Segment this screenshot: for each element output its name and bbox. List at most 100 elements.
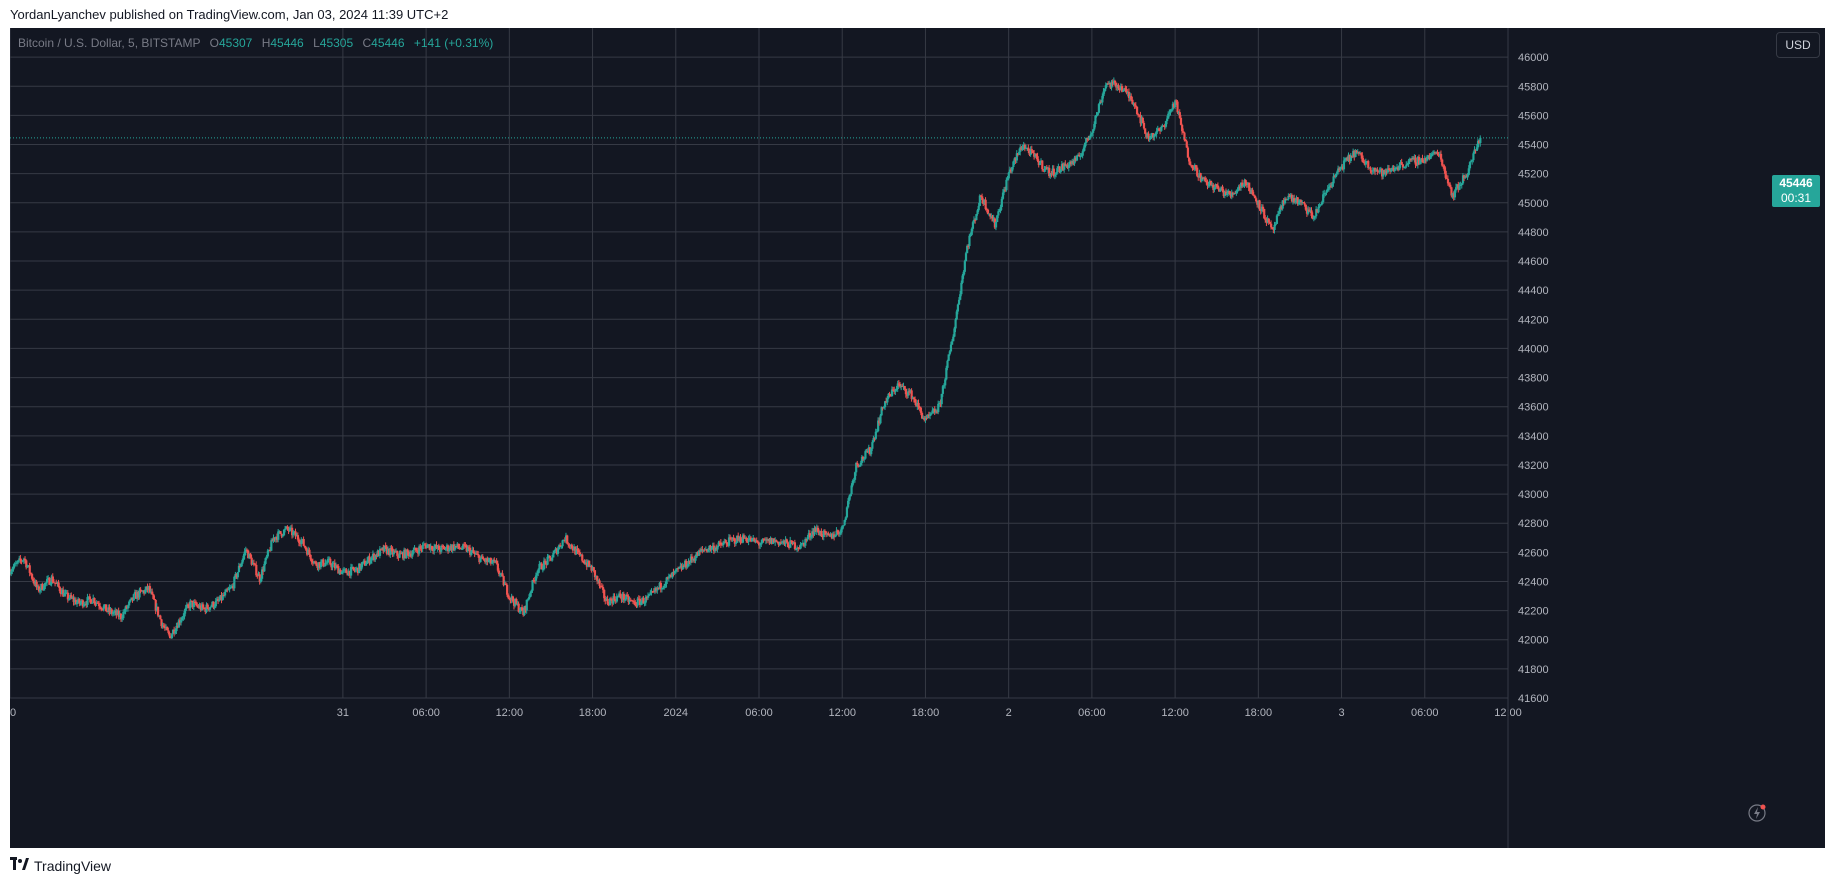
candle-body: [564, 535, 568, 541]
candle-body: [316, 565, 319, 569]
candle-body: [1162, 125, 1165, 127]
candle-body: [1224, 191, 1228, 196]
candle-body: [314, 561, 317, 563]
candle-body: [843, 520, 846, 526]
candle-body: [284, 528, 287, 530]
candle-body: [971, 222, 975, 229]
candle-body: [626, 594, 629, 596]
candle-body: [1422, 162, 1425, 164]
candle-body: [904, 388, 907, 395]
candle-body: [1037, 160, 1040, 166]
candle-body: [989, 213, 992, 217]
tradingview-logo-icon[interactable]: [10, 857, 30, 871]
candle-body: [488, 558, 491, 561]
candle-body: [319, 561, 323, 568]
candle-body: [1028, 150, 1031, 155]
candle-body: [667, 576, 671, 578]
candle-body: [322, 559, 325, 567]
candle-body: [56, 582, 59, 584]
candle-body: [561, 540, 564, 547]
candle-body: [65, 592, 68, 594]
candle-body: [816, 527, 820, 532]
candle-body: [551, 557, 554, 561]
candle-body: [866, 450, 869, 453]
candle-body: [739, 536, 742, 542]
candle-body: [729, 537, 732, 539]
candle-body: [130, 597, 133, 600]
candle-body: [214, 600, 217, 607]
candle-body: [599, 585, 602, 587]
candle-body: [1110, 81, 1113, 88]
candle-body: [756, 541, 760, 543]
candle-body: [338, 570, 341, 574]
candle-body: [974, 219, 977, 221]
candle-body: [61, 589, 64, 595]
currency-button[interactable]: USD: [1776, 32, 1820, 58]
candle-body: [502, 576, 505, 586]
candle-body: [1258, 200, 1261, 210]
candle-body: [1289, 194, 1292, 197]
candle-body: [291, 527, 294, 536]
candle-body: [482, 559, 486, 561]
candle-body: [1362, 161, 1365, 163]
candle-body: [679, 565, 682, 568]
candle-body: [949, 344, 953, 352]
candle-body: [917, 402, 920, 408]
candle-body: [226, 589, 229, 591]
candle-body: [1256, 201, 1259, 205]
candle-body: [1339, 167, 1342, 170]
candle-body: [993, 218, 996, 228]
candle-body: [403, 549, 406, 559]
candle-body: [1172, 103, 1176, 107]
candle-body: [20, 560, 23, 562]
candle-body: [612, 596, 615, 604]
candle-body: [812, 531, 815, 535]
candle-body: [944, 379, 947, 386]
candle-body: [665, 577, 668, 585]
candle-body: [1160, 126, 1163, 131]
candle-body: [331, 563, 334, 568]
candle-body: [960, 282, 963, 295]
candle-body: [835, 530, 838, 536]
candle-body: [684, 560, 687, 567]
candle-body: [347, 570, 350, 576]
candle-body: [286, 526, 289, 529]
candle-body: [170, 634, 174, 639]
candle-body: [1065, 164, 1068, 166]
candle-body: [508, 597, 511, 599]
candle-body: [1014, 158, 1017, 161]
chart-panel[interactable]: 41600 41800 42000 42200 42400 42600 42800 43000…: [10, 28, 1825, 848]
price-chart[interactable]: 41600 41800 42000 42200 42400 42600 42800 43000…: [10, 28, 1825, 848]
candle-body: [1251, 189, 1254, 195]
candle-body: [348, 570, 352, 576]
candle-body: [50, 576, 53, 584]
candle-body: [699, 550, 702, 552]
candle-body: [664, 584, 667, 586]
candle-body: [1390, 169, 1393, 172]
candle-body: [293, 531, 296, 533]
candle-body: [158, 615, 161, 617]
candle-body: [863, 458, 866, 460]
candle-body: [556, 548, 560, 554]
candle-body: [1126, 91, 1129, 94]
candle-body: [191, 600, 194, 607]
candle-body: [257, 574, 260, 576]
candle-body: [263, 563, 266, 572]
bar-countdown: 00:31: [1780, 191, 1812, 205]
candle-body: [1452, 193, 1455, 198]
candle-body: [804, 539, 807, 546]
candle-body: [370, 557, 373, 561]
candle-body: [1356, 152, 1359, 154]
candle-body: [627, 595, 630, 602]
footer-brand[interactable]: TradingView: [34, 858, 112, 874]
lightning-icon[interactable]: [1747, 803, 1767, 823]
y-tick-label: 45800: [1518, 81, 1549, 93]
candle-body: [733, 538, 736, 544]
candle-body: [385, 546, 389, 554]
candle-body: [1300, 200, 1303, 203]
candle-body: [449, 545, 452, 550]
candle-body: [569, 544, 572, 547]
candle-body: [1325, 190, 1328, 193]
candle-body: [1072, 161, 1075, 164]
candle-body: [81, 600, 85, 607]
